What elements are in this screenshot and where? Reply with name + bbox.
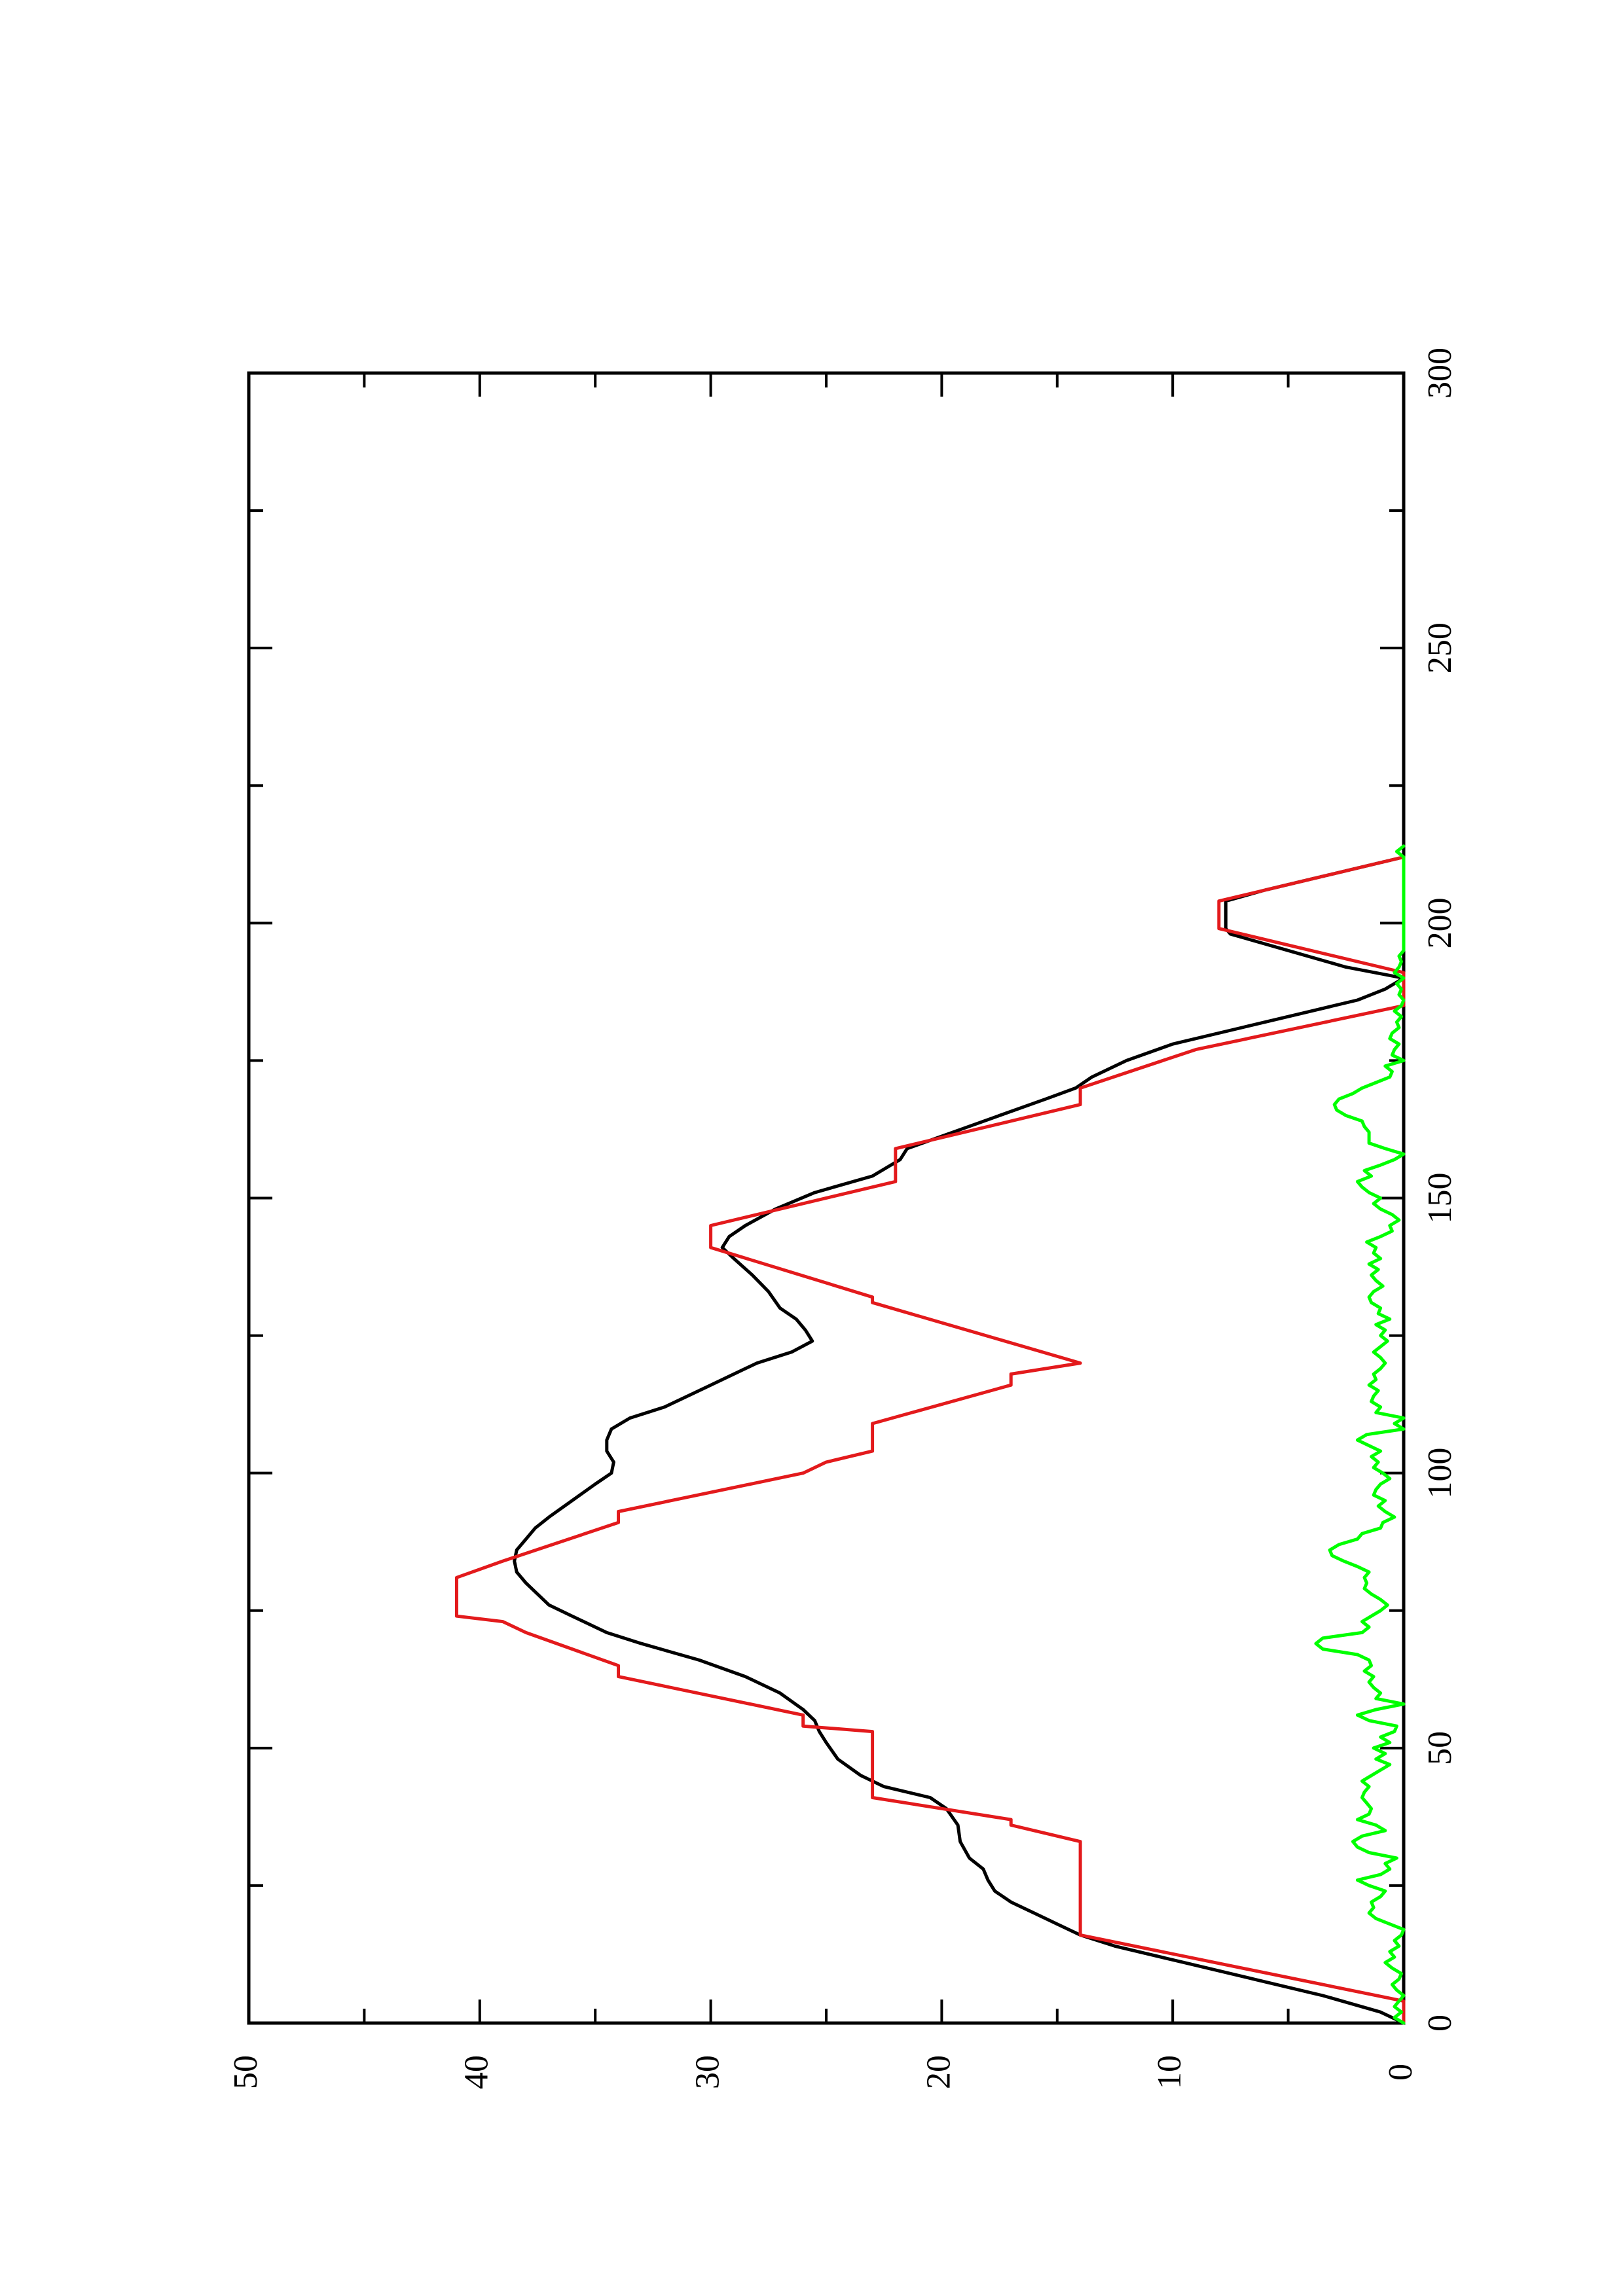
y-tick-label: 10 bbox=[1151, 2055, 1188, 2089]
x-tick-label: 50 bbox=[1421, 1731, 1459, 1765]
y-axis-tick-labels: 0 10 20 30 40 50 bbox=[227, 2055, 1419, 2089]
y-tick-label: 0 bbox=[1382, 2064, 1419, 2081]
x-tick-label: 150 bbox=[1421, 1173, 1459, 1224]
series-line-3 bbox=[1314, 844, 1406, 2025]
minor-ticks bbox=[249, 373, 1404, 2023]
x-axis-tick-labels: 0 50 100 150 200 250 300 bbox=[1421, 348, 1459, 2032]
series-line-1 bbox=[513, 844, 1406, 2025]
y-tick-label: 50 bbox=[227, 2055, 264, 2089]
series-line-2 bbox=[455, 855, 1406, 2025]
x-tick-label: 100 bbox=[1421, 1448, 1459, 1499]
x-tick-label: 300 bbox=[1421, 348, 1459, 399]
x-tick-label: 200 bbox=[1421, 897, 1459, 948]
x-tick-label: 0 bbox=[1421, 2015, 1459, 2032]
x-tick-label: 250 bbox=[1421, 622, 1459, 673]
series-layer bbox=[455, 844, 1406, 2025]
y-tick-label: 20 bbox=[920, 2055, 957, 2089]
y-tick-label: 30 bbox=[689, 2055, 727, 2089]
y-tick-label: 40 bbox=[458, 2055, 496, 2089]
